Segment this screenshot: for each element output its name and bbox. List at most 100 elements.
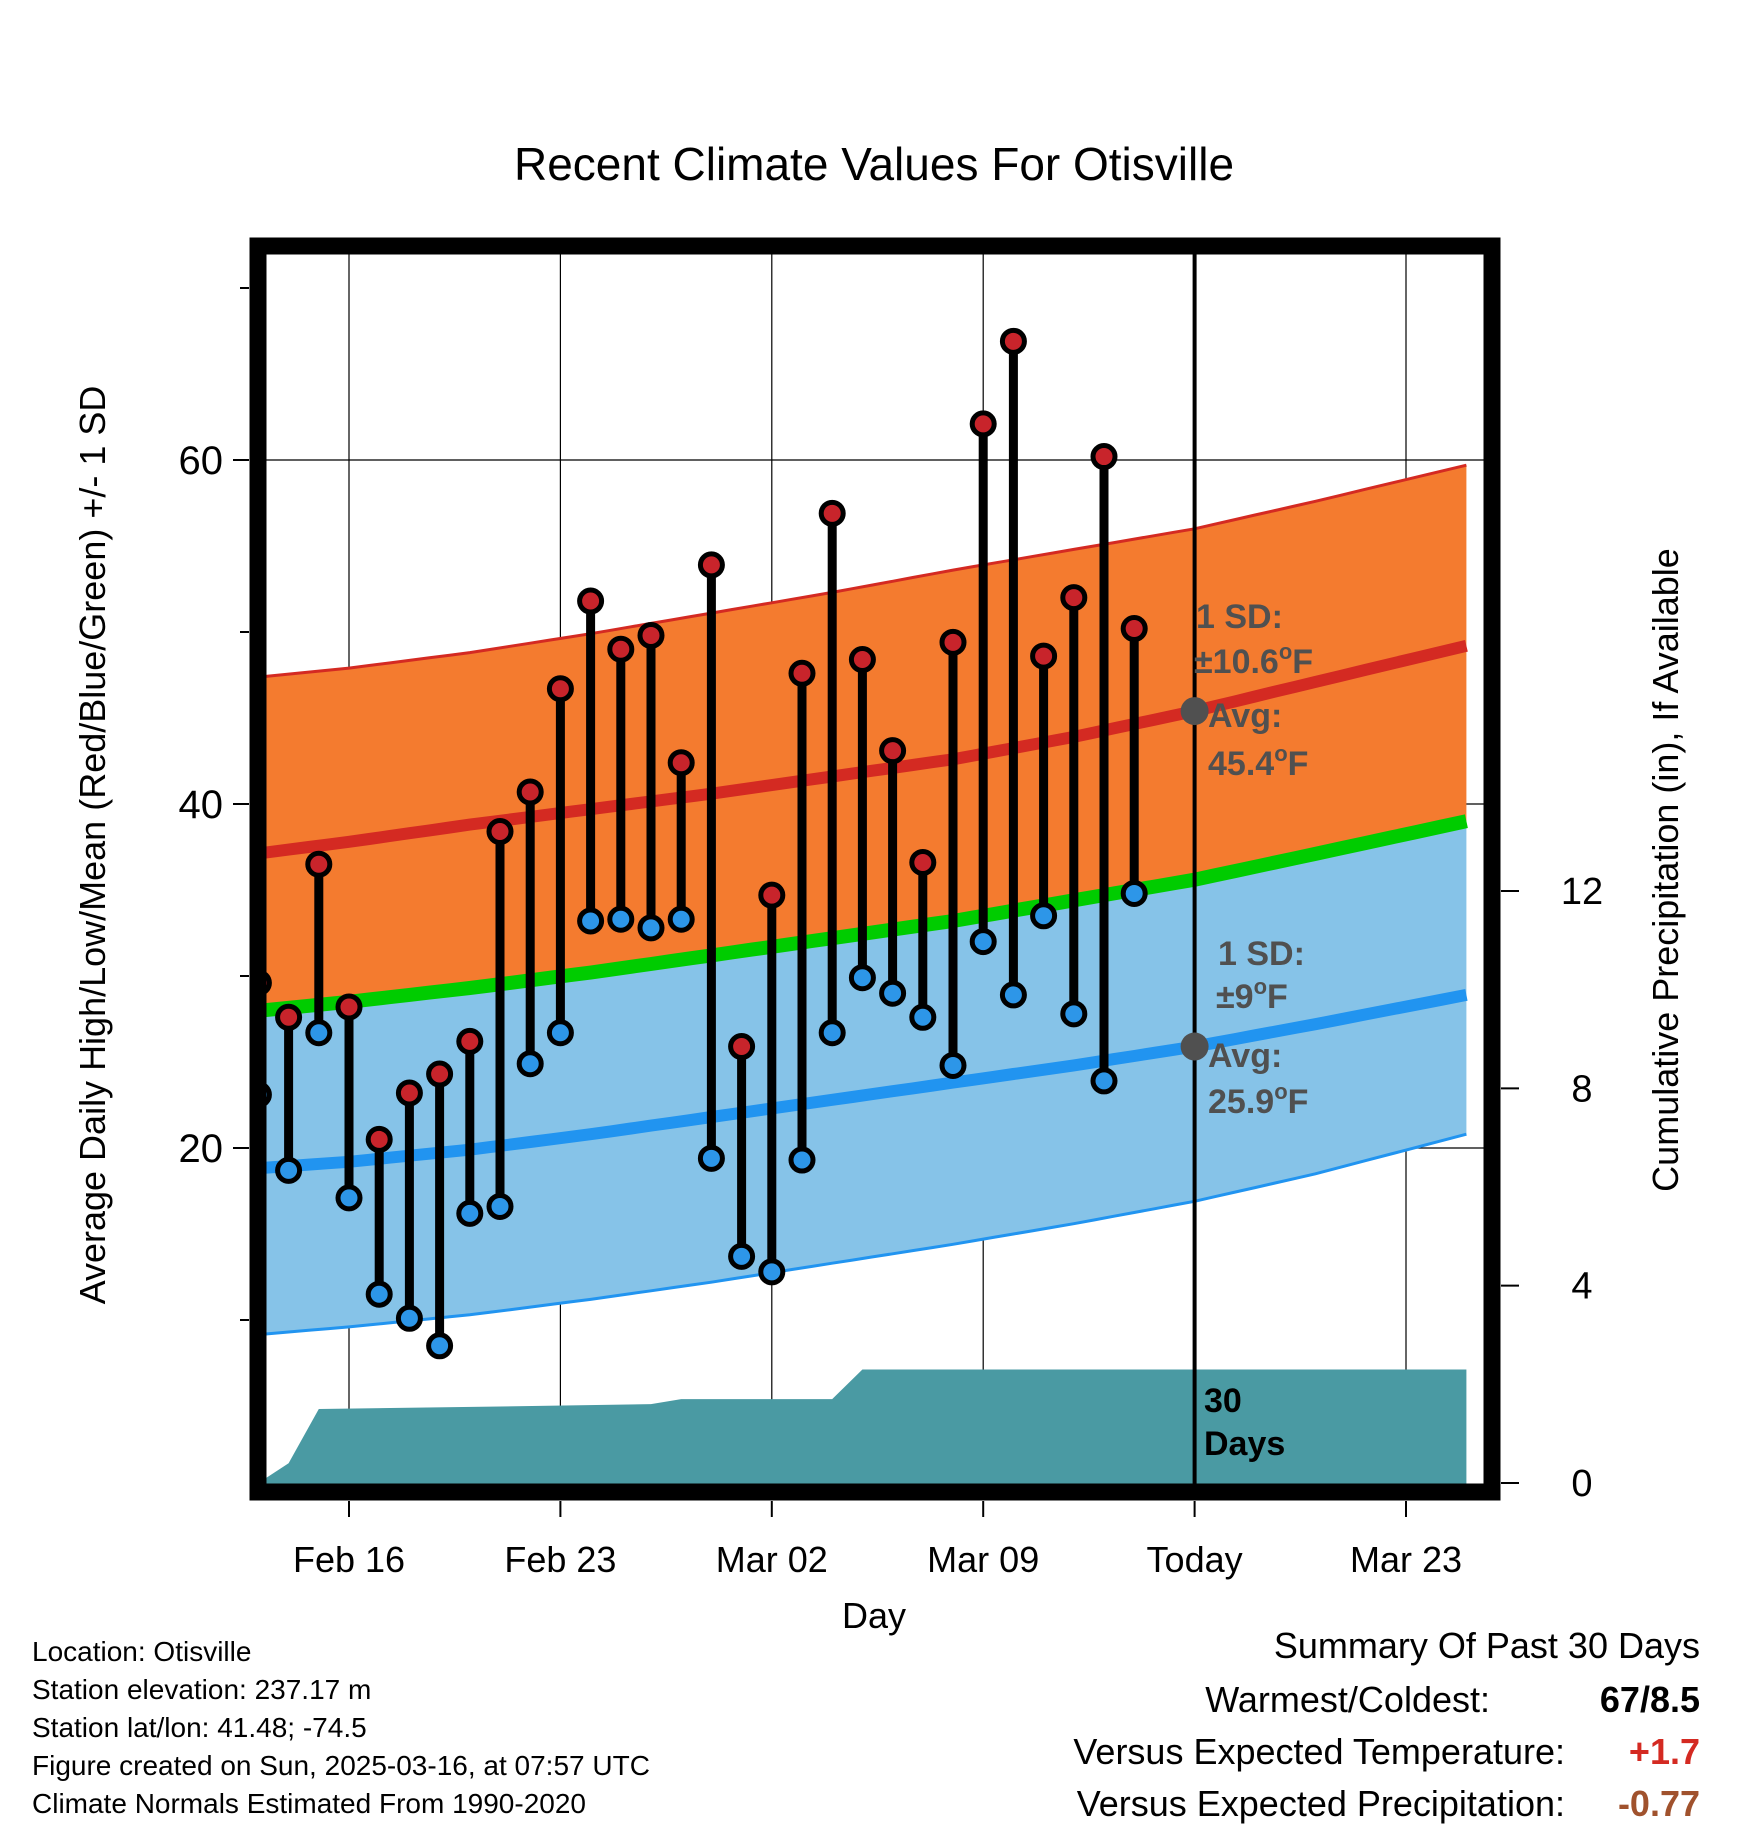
summary-row-label: Versus Expected Precipitation: [1076, 1783, 1565, 1824]
observed-low-point [667, 905, 695, 933]
observed-low-point [546, 1019, 574, 1047]
latlon-text: Station lat/lon: 41.48; -74.5 [32, 1712, 367, 1743]
observed-high-point [577, 587, 605, 615]
y2-tick-label: 4 [1571, 1266, 1592, 1308]
observed-high-point [1120, 615, 1148, 643]
observed-high-point [999, 327, 1027, 355]
observed-low-point [607, 905, 635, 933]
precip-days-number: 30 [1204, 1382, 1242, 1420]
observed-low-point [426, 1332, 454, 1360]
plot-frame [249, 237, 1501, 1501]
summary-panel: Summary Of Past 30 Days Warmest/Coldest:… [920, 1625, 1700, 1835]
observed-low-point [1120, 879, 1148, 907]
observed-high-point [969, 410, 997, 438]
low-avg-value: 25.9oF [1208, 1079, 1308, 1121]
observed-low-point [939, 1051, 967, 1079]
y-tick-label: 40 [179, 783, 224, 827]
y2-tick-label: 8 [1571, 1068, 1592, 1110]
summary-row-label: Versus Expected Temperature: [1073, 1731, 1565, 1772]
y-tick-label: 60 [179, 439, 224, 483]
observed-high-point [456, 1027, 484, 1055]
summary-title: Summary Of Past 30 Days [1273, 1625, 1700, 1666]
observed-high-point [788, 659, 816, 687]
summary-row-value: -0.77 [1617, 1783, 1700, 1824]
observed-high-point [305, 850, 333, 878]
x-tick-label: Mar 09 [927, 1539, 1039, 1580]
observed-high-point [395, 1079, 423, 1107]
low-sd-label: 1 SD: [1218, 935, 1305, 973]
x-tick-label: Feb 16 [293, 1539, 405, 1580]
observed-low-point [999, 981, 1027, 1009]
elevation-text: Station elevation: 237.17 m [32, 1674, 372, 1705]
observed-high-point [516, 778, 544, 806]
observed-high-point [939, 628, 967, 656]
observed-high-point [697, 551, 725, 579]
today-low-avg-marker [1180, 1032, 1209, 1061]
summary-row-value: +1.7 [1628, 1731, 1700, 1772]
observed-low-point [486, 1192, 514, 1220]
today-high-avg-marker [1180, 697, 1209, 726]
y-axis-label: Average Daily High/Low/Mean (Red/Blue/Gr… [72, 386, 113, 1305]
station-info: Location: Otisville Station elevation: 2… [32, 1633, 650, 1823]
summary-row: Warmest/Coldest: 67/8.5 [920, 1679, 1700, 1731]
summary-row: Versus Expected Precipitation: -0.77 [920, 1783, 1700, 1835]
observed-high-point [607, 635, 635, 663]
x-tick-label: Mar 23 [1350, 1539, 1462, 1580]
high-avg-value: 45.4oF [1208, 741, 1308, 783]
observed-high-point [1060, 584, 1088, 612]
observed-low-point [456, 1199, 484, 1227]
observed-low-point [275, 1156, 303, 1184]
y2-axis-label: Cumulative Precipitation (in), If Availa… [1645, 548, 1686, 1192]
chart-title: Recent Climate Values For Otisville [514, 138, 1234, 190]
observed-low-point [365, 1280, 393, 1308]
low-sd-lower-line [258, 1132, 1467, 1337]
y2-tick-label: 12 [1561, 871, 1603, 913]
observed-high-point [758, 881, 786, 909]
observed-high-point [879, 737, 907, 765]
observed-high-point [848, 646, 876, 674]
observed-high-point [335, 993, 363, 1021]
summary-row: Versus Expected Temperature: +1.7 [920, 1731, 1700, 1783]
x-tick-label: Mar 02 [716, 1539, 828, 1580]
high-sd-value: ±10.6oF [1194, 639, 1313, 681]
observed-low-point [879, 979, 907, 1007]
observed-low-point [577, 907, 605, 935]
observed-low-point [969, 928, 997, 956]
observed-low-point [728, 1242, 756, 1270]
observed-low-point [1090, 1067, 1118, 1095]
x-tick-label: Feb 23 [504, 1539, 616, 1580]
observed-low-point [697, 1144, 725, 1172]
observed-low-point [758, 1258, 786, 1286]
observed-low-point [818, 1019, 846, 1047]
high-avg-label: Avg: [1208, 697, 1282, 735]
observed-high-point [818, 499, 846, 527]
observed-high-point [667, 749, 695, 777]
summary-row-value: 67/8.5 [1599, 1679, 1700, 1720]
observed-high-point [637, 621, 665, 649]
low-avg-label: Avg: [1208, 1037, 1282, 1075]
y-tick-label: 20 [179, 1127, 224, 1171]
x-tick-label: Today [1147, 1539, 1243, 1580]
observed-high-point [365, 1125, 393, 1153]
low-sd-value: ±9oF [1216, 974, 1288, 1016]
observed-low-point [637, 914, 665, 942]
observed-high-point [1090, 443, 1118, 471]
observed-low-point [335, 1184, 363, 1212]
precip-area [258, 1369, 1467, 1492]
x-axis-label: Day [842, 1595, 906, 1636]
observed-high-point [909, 848, 937, 876]
observed-low-point [788, 1146, 816, 1174]
observed-low-point [305, 1019, 333, 1047]
observed-low-point [1030, 902, 1058, 930]
observed-low-point [848, 964, 876, 992]
observed-high-point [546, 675, 574, 703]
observed-high-point [426, 1060, 454, 1088]
location-text: Location: Otisville [32, 1636, 252, 1667]
observed-low-point [395, 1304, 423, 1332]
observed-low-point [1060, 1000, 1088, 1028]
summary-row-label: Warmest/Coldest: [1205, 1679, 1490, 1720]
observed-high-point [486, 818, 514, 846]
summary-rows: Warmest/Coldest: 67/8.5 Versus Expected Te… [920, 1679, 1700, 1835]
